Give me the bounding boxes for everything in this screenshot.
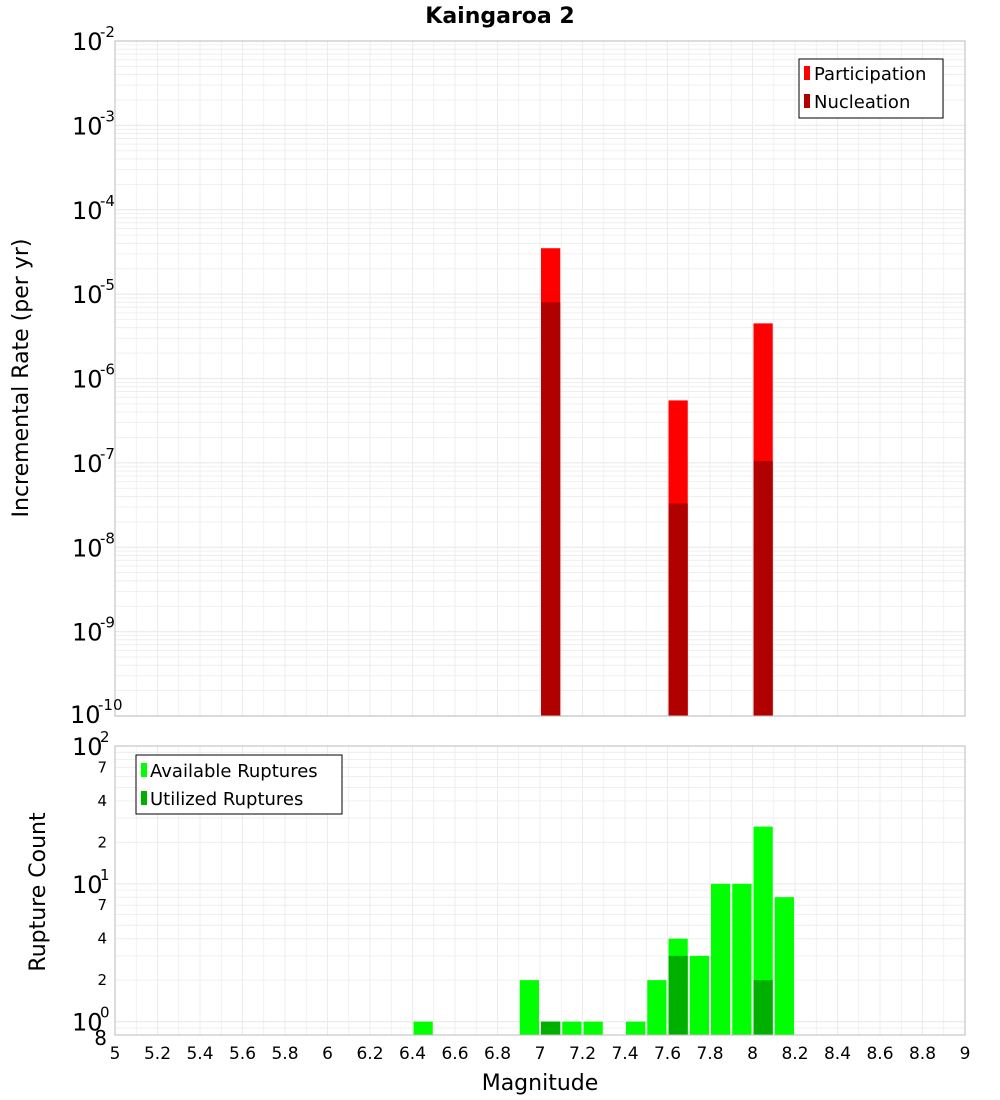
rate-y-tick-label: 10 — [72, 534, 103, 562]
x-tick-label: 6.8 — [484, 1044, 511, 1064]
nucleation-bar — [753, 461, 773, 716]
legend-nucleation-swatch — [804, 94, 810, 108]
x-tick-label: 5.6 — [229, 1044, 256, 1064]
count-y-minor-tick-label: 2 — [97, 971, 107, 989]
count-y-tick-exponent: 2 — [100, 728, 110, 746]
rate-y-tick-exponent: -6 — [100, 361, 115, 379]
x-tick-label: 8.8 — [909, 1044, 936, 1064]
x-tick-label: 6.6 — [441, 1044, 468, 1064]
rate-y-tick-label: 10 — [72, 366, 103, 394]
x-tick-label: 5 — [110, 1044, 121, 1064]
available-ruptures-bar — [711, 883, 731, 1035]
x-tick-label: 5.2 — [144, 1044, 171, 1064]
count-y-minor-tick-label: 7 — [97, 758, 107, 776]
available-ruptures-bar — [732, 883, 752, 1035]
x-tick-label: 7.8 — [696, 1044, 723, 1064]
utilized-ruptures-bar — [541, 1021, 561, 1035]
legend-utilized-swatch — [141, 791, 147, 805]
x-tick-label: 6.2 — [356, 1044, 383, 1064]
count-plot-frame — [114, 745, 966, 1036]
rate-y-tick-exponent: -10 — [98, 696, 123, 714]
rate-y-tick-exponent: -3 — [100, 107, 115, 125]
rate-legend: Participation Nucleation — [798, 58, 944, 119]
rate-y-tick-exponent: -4 — [100, 192, 115, 210]
rate-y-tick-label: 10 — [72, 28, 103, 56]
x-tick-label: 5.4 — [186, 1044, 213, 1064]
available-ruptures-bar — [413, 1021, 433, 1035]
rate-legend-box — [798, 58, 944, 119]
utilized-ruptures-bar — [753, 980, 773, 1035]
rate-y-tick-label: 10 — [72, 450, 103, 478]
utilized-ruptures-bar — [668, 955, 688, 1035]
rate-y-tick-exponent: -5 — [100, 276, 115, 294]
legend-available-label: Available Ruptures — [150, 761, 318, 782]
rate-y-tick-label: 10 — [72, 281, 103, 309]
rate-y-axis-label: Incremental Rate (per yr) — [9, 239, 34, 518]
count-grid — [114, 746, 966, 1035]
available-ruptures-bar — [626, 1021, 646, 1035]
x-tick-label: 6 — [322, 1044, 333, 1064]
chart-title: Kaingaroa 2 — [425, 4, 574, 29]
count-y-minor-tick-label: 4 — [97, 930, 107, 948]
nucleation-bar — [668, 503, 688, 716]
rate-y-tick-exponent: -2 — [100, 23, 115, 41]
rate-y-ticks: 10-210-310-410-510-610-710-810-910-10 — [70, 23, 123, 729]
x-tick-label: 6.4 — [399, 1044, 426, 1064]
x-tick-label: 8.6 — [866, 1044, 893, 1064]
count-y-tick-exponent: 0 — [100, 1004, 110, 1022]
x-tick-label: 8.4 — [824, 1044, 851, 1064]
legend-utilized-label: Utilized Ruptures — [150, 789, 303, 810]
count-y-tick-label: 10 — [72, 1009, 103, 1037]
rate-plot-frame — [114, 40, 966, 717]
count-bars — [413, 826, 794, 1035]
rate-panel: 10-210-310-410-510-610-710-810-910-10 In… — [9, 23, 966, 729]
x-axis-label: Magnitude — [482, 1071, 599, 1096]
rate-y-tick-label: 10 — [70, 701, 101, 729]
rate-y-tick-label: 10 — [72, 619, 103, 647]
x-tick-label: 7.2 — [569, 1044, 596, 1064]
nucleation-bar — [541, 302, 561, 716]
rate-y-tick-label: 10 — [72, 197, 103, 225]
x-tick-label: 8.2 — [781, 1044, 808, 1064]
rate-y-tick-label: 10 — [72, 112, 103, 140]
count-y-minor-tick-label: 4 — [97, 792, 107, 810]
x-tick-label: 9 — [960, 1044, 971, 1064]
count-x-ticks: 5 5.2 5.4 5.6 5.8 6 6.2 6.4 6.6 6.8 7 7.2 7.4 7.6 7.8 8… — [110, 1044, 971, 1064]
legend-nucleation-label: Nucleation — [814, 92, 910, 113]
count-y-tick-label: 10 — [72, 733, 103, 761]
legend-available-swatch — [141, 763, 147, 777]
available-ruptures-bar — [562, 1021, 582, 1035]
available-ruptures-bar — [689, 955, 709, 1035]
available-ruptures-bar — [519, 980, 539, 1035]
x-tick-label: 7.4 — [611, 1044, 638, 1064]
count-y-minor-tick-label: 2 — [97, 833, 107, 851]
x-tick-label: 7 — [535, 1044, 546, 1064]
count-y-tick-label: 10 — [72, 871, 103, 899]
count-y-minor-tick-label: 7 — [97, 896, 107, 914]
available-ruptures-bar — [647, 980, 667, 1035]
x-tick-label: 7.6 — [654, 1044, 681, 1064]
rate-bars — [541, 248, 773, 717]
legend-participation-swatch — [804, 66, 810, 80]
count-y-minor-tick-label: 8 — [94, 1026, 107, 1050]
rate-y-tick-exponent: -9 — [100, 614, 115, 632]
available-ruptures-bar — [583, 1021, 603, 1035]
legend-participation-label: Participation — [814, 64, 926, 85]
rate-grid — [114, 41, 966, 717]
count-y-axis-label: Rupture Count — [26, 812, 51, 972]
available-ruptures-bar — [774, 897, 794, 1035]
rate-y-tick-exponent: -8 — [100, 529, 115, 547]
x-tick-label: 5.8 — [271, 1044, 298, 1064]
count-legend: Available Ruptures Utilized Ruptures — [135, 754, 343, 815]
count-legend-box — [135, 754, 343, 815]
count-y-tick-exponent: 1 — [100, 866, 110, 884]
rate-y-tick-exponent: -7 — [100, 445, 115, 463]
x-tick-label: 8 — [747, 1044, 758, 1064]
